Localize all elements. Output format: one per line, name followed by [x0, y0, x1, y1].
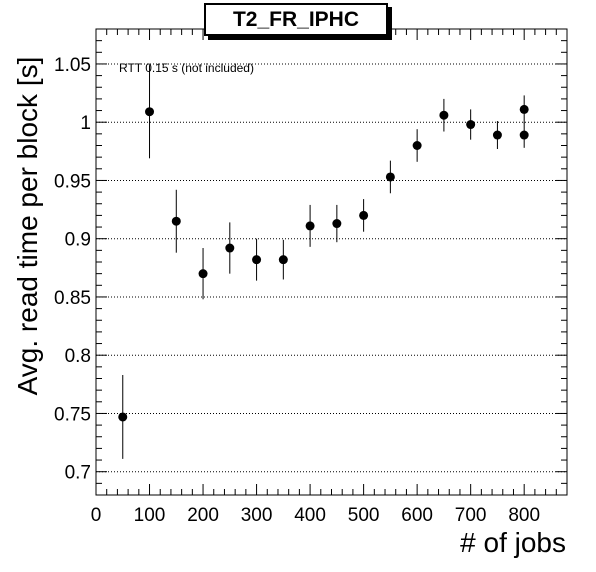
data-point: [385, 172, 395, 182]
x-tick-label: 500: [348, 505, 380, 526]
data-points: [118, 65, 529, 459]
plot-frame: [95, 28, 568, 496]
x-tick-label: 600: [401, 505, 433, 526]
data-point: [252, 255, 262, 265]
x-axis-label: # of jobs: [460, 527, 566, 558]
x-tick-label: 800: [508, 505, 540, 526]
x-axis-ticks: [95, 29, 568, 495]
y-tick-label: 1: [80, 113, 91, 134]
y-tick-label: 0.7: [65, 463, 91, 484]
data-point: [519, 130, 529, 140]
data-point: [305, 221, 315, 231]
data-point: [198, 269, 208, 279]
data-point: [278, 255, 288, 265]
data-point: [519, 104, 529, 114]
y-tick-label: 0.85: [54, 288, 91, 309]
data-point: [466, 120, 476, 130]
x-tick-label: 0: [91, 505, 102, 526]
x-tick-label: 400: [294, 505, 326, 526]
y-axis-label: Avg. read time per block [s]: [12, 56, 43, 396]
data-point: [359, 210, 369, 220]
x-tick-labels: 0 100 200 300 400 500 600 700 800: [91, 505, 540, 526]
data-point: [492, 130, 502, 140]
y-tick-label: 0.95: [54, 171, 91, 192]
grid-lines: [96, 63, 567, 473]
chart-title: T2_FR_IPHC: [204, 3, 388, 36]
x-tick-label: 300: [241, 505, 273, 526]
data-point: [225, 243, 235, 253]
y-tick-label: 0.9: [65, 230, 91, 251]
data-point: [412, 141, 422, 150]
y-tick-label: 1.05: [54, 55, 91, 76]
data-point: [332, 219, 342, 229]
y-axis-ticks: [96, 28, 567, 496]
data-point: [118, 412, 128, 422]
x-tick-label: 100: [134, 505, 166, 526]
data-point: [145, 107, 155, 117]
x-tick-label: 200: [187, 505, 219, 526]
y-tick-label: 0.75: [54, 404, 91, 425]
annotation: RTT 0.15 s (not included): [119, 61, 254, 75]
x-tick-label: 700: [455, 505, 487, 526]
plot-border: [95, 28, 568, 496]
y-tick-labels: 0.7 0.75 0.8 0.85 0.9 0.95 1 1.05: [54, 55, 91, 484]
data-point: [171, 216, 181, 226]
y-tick-label: 0.8: [65, 346, 91, 367]
data-point: [439, 110, 449, 120]
